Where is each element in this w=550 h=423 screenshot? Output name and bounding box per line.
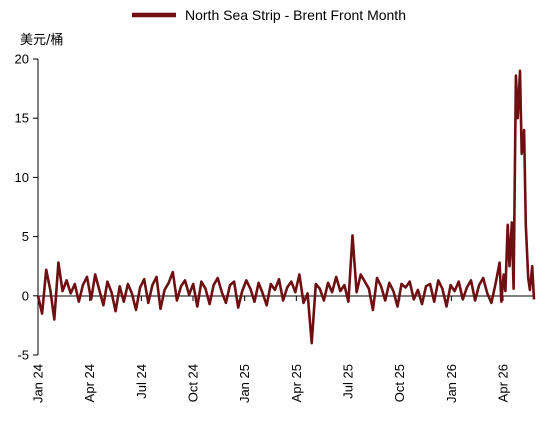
y-tick-label: 20 <box>15 52 29 67</box>
x-tick-label: Jan 25 <box>237 364 252 403</box>
y-tick-label: -5 <box>17 348 29 363</box>
x-ticks: Jan 24 Apr 24 Jul 24 Oct 24 Jan 25 Apr 25 Jul … <box>31 296 511 403</box>
x-tick-label: Jan 24 <box>31 364 46 403</box>
legend: North Sea Strip - Brent Front Month <box>132 7 406 23</box>
y-tick-label: 5 <box>22 229 29 244</box>
y-tick-label: 15 <box>15 111 29 126</box>
y-tick-label: 10 <box>15 170 29 185</box>
y-tick-label: 0 <box>22 288 29 303</box>
unit-label: 美元/桶 <box>20 33 63 48</box>
x-tick-label: Jul 24 <box>134 364 149 399</box>
series-line-brent <box>36 69 536 345</box>
x-tick-label: Jul 25 <box>341 364 356 399</box>
x-tick-label: Apr 25 <box>289 364 304 402</box>
x-tick-label: Oct 25 <box>392 364 407 402</box>
x-tick-label: Jan 26 <box>444 364 459 403</box>
x-tick-label: Apr 24 <box>82 364 97 402</box>
legend-label: North Sea Strip - Brent Front Month <box>185 7 406 23</box>
x-tick-label: Apr 26 <box>496 364 511 402</box>
x-tick-label: Oct 24 <box>186 364 201 402</box>
y-ticks: -5 0 5 10 15 20 <box>15 52 38 363</box>
